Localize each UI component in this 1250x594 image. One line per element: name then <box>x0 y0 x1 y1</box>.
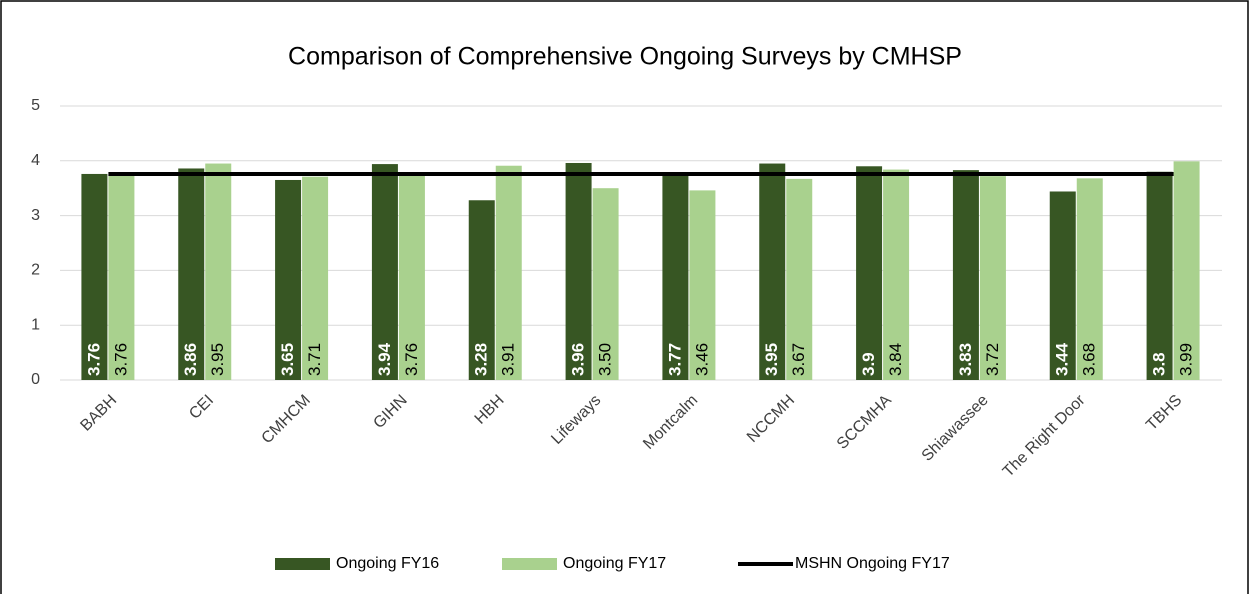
data-label: 3.68 <box>1080 343 1099 376</box>
data-label: 3.99 <box>1177 343 1196 376</box>
y-tick-label: 5 <box>31 97 40 114</box>
bar <box>81 173 108 380</box>
legend-swatch <box>502 558 557 570</box>
chart-title: Comparison of Comprehensive Ongoing Surv… <box>288 43 962 71</box>
data-label: 3.91 <box>499 343 518 376</box>
data-label: 3.50 <box>596 343 615 376</box>
data-label: 3.71 <box>305 343 324 376</box>
bar <box>178 168 205 380</box>
data-label: 3.9 <box>859 352 878 376</box>
bar <box>205 163 232 380</box>
data-label: 3.46 <box>692 343 711 376</box>
legend-swatch <box>275 558 330 570</box>
data-label: 3.76 <box>84 343 103 376</box>
y-tick-label: 0 <box>31 371 40 388</box>
legend-label: Ongoing FY17 <box>563 555 666 572</box>
legend-label: Ongoing FY16 <box>336 555 439 572</box>
bar <box>689 190 716 380</box>
y-tick-label: 2 <box>31 262 40 279</box>
bar <box>1173 161 1200 380</box>
bar <box>952 170 979 380</box>
bar <box>398 173 425 380</box>
bar <box>856 166 883 380</box>
bar <box>662 173 689 380</box>
bar <box>302 176 329 380</box>
bar <box>592 188 619 380</box>
bar <box>979 176 1006 380</box>
data-label: 3.72 <box>983 343 1002 376</box>
data-label: 3.28 <box>472 343 491 376</box>
data-label: 3.76 <box>402 343 421 376</box>
bar <box>275 179 302 380</box>
data-label: 3.8 <box>1150 352 1169 376</box>
data-label: 3.95 <box>762 343 781 376</box>
data-label: 3.86 <box>181 343 200 376</box>
bar <box>1076 178 1103 380</box>
data-label: 3.67 <box>789 343 808 376</box>
bar <box>108 173 135 380</box>
data-label: 3.84 <box>886 343 905 376</box>
data-label: 3.95 <box>208 343 227 376</box>
data-label: 3.76 <box>111 343 130 376</box>
y-tick-label: 1 <box>31 316 40 333</box>
data-label: 3.77 <box>665 343 684 376</box>
bar <box>495 165 522 380</box>
data-label: 3.94 <box>375 342 394 376</box>
y-tick-label: 3 <box>31 207 40 224</box>
data-label: 3.44 <box>1053 342 1072 376</box>
data-label: 3.65 <box>278 343 297 376</box>
data-label: 3.83 <box>956 343 975 376</box>
bar <box>1049 191 1076 380</box>
bar <box>468 200 495 380</box>
bar <box>759 163 786 380</box>
data-label: 3.96 <box>569 343 588 376</box>
bar <box>1146 171 1173 380</box>
legend-label: MSHN Ongoing FY17 <box>795 555 950 572</box>
bar <box>371 164 398 380</box>
bar <box>883 169 910 380</box>
bar <box>786 178 813 380</box>
bar <box>565 162 592 380</box>
y-tick-label: 4 <box>31 152 40 169</box>
